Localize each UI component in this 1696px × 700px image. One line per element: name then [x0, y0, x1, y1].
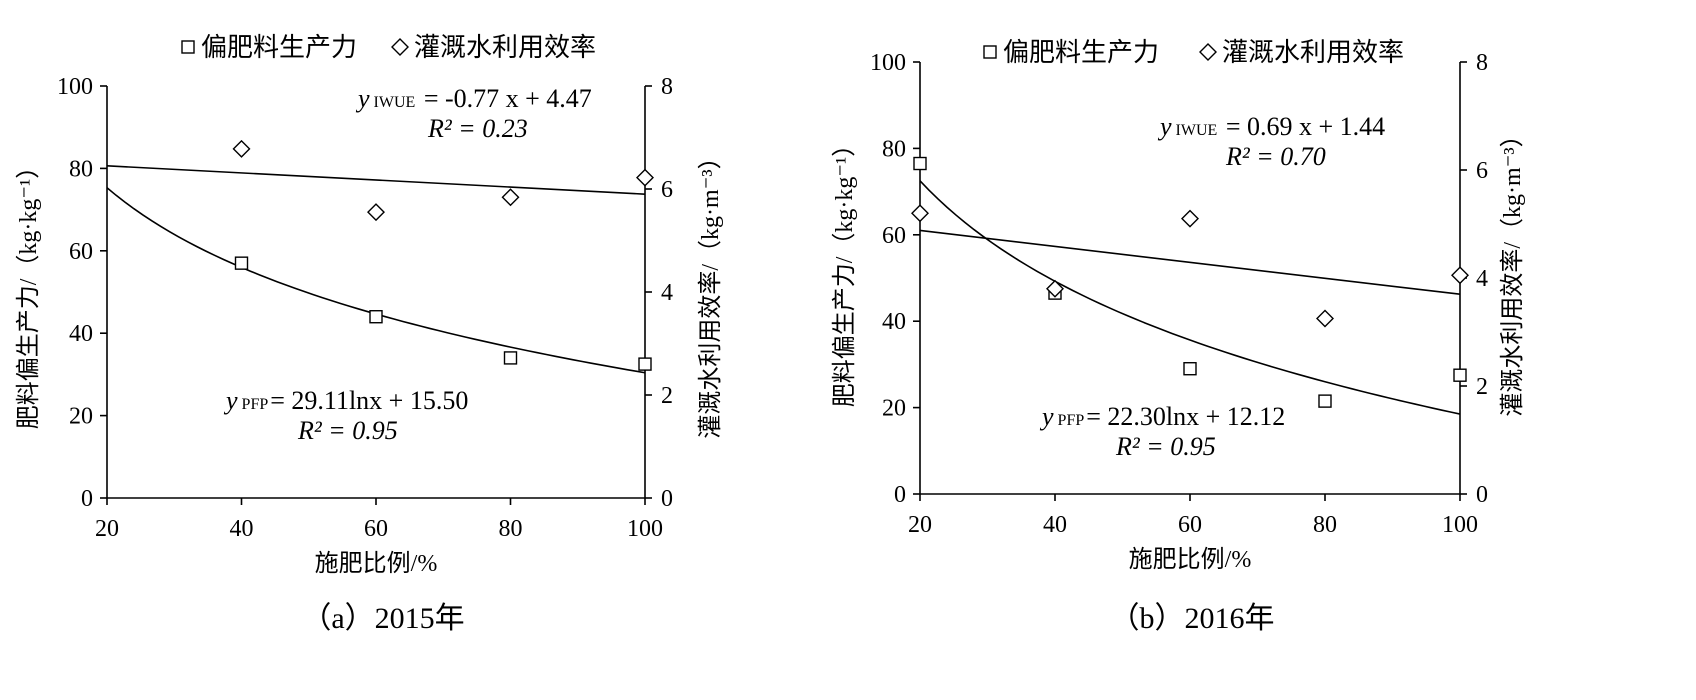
y-right-tick-label: 6: [1476, 158, 1488, 184]
x-tick-label: 40: [1043, 512, 1067, 538]
y-axis-left-title: 肥料偏生产力/（kg·kg⁻¹）: [831, 133, 858, 408]
iwue-trendline: [106, 165, 646, 195]
x-tick-label: 100: [627, 516, 663, 542]
iwue-trendline: [919, 229, 1461, 295]
y-right-tick-label: 4: [1476, 266, 1488, 292]
x-axis-title: 施肥比例/%: [315, 550, 438, 577]
y-left-tick-label: 20: [882, 396, 906, 422]
legend-square-icon: [181, 40, 195, 54]
iwue-data-point: [1451, 266, 1469, 285]
iwue-r2: R² = 0.70: [1225, 142, 1326, 171]
legend-label-iwue: 灌溉水利用效率: [414, 33, 596, 62]
y-right-tick-label: 2: [1476, 374, 1488, 400]
x-tick-label: 80: [1313, 512, 1337, 538]
y-right-tick-label: 8: [661, 74, 673, 100]
iwue-data-point: [1046, 279, 1064, 298]
panel-caption: （b）2016年: [1110, 602, 1275, 635]
iwue-data-point: [367, 203, 385, 222]
y-left-tick-label: 80: [882, 136, 906, 162]
y-left-tick-label: 60: [69, 239, 93, 265]
y-axis-right-title: 灌溉水利用效率/（kg·m⁻³）: [1499, 123, 1526, 416]
y-left-tick-label: 100: [870, 50, 906, 76]
iwue-r2: R² = 0.23: [427, 114, 528, 143]
y-left-tick-label: 60: [882, 223, 906, 249]
y-left-tick-label: 80: [69, 156, 93, 182]
legend-diamond-icon: [1199, 43, 1217, 61]
pfp-data-point: [369, 310, 383, 324]
legend-diamond-icon: [391, 38, 409, 56]
x-tick-label: 20: [95, 516, 119, 542]
pfp-data-point: [234, 256, 249, 270]
y-left-tick-label: 0: [894, 482, 906, 508]
pfp-equation: y PFP= 29.11lnx + 15.50: [223, 386, 468, 415]
legend-label-pfp: 偏肥料生产力: [201, 33, 357, 62]
legend-square-icon: [983, 45, 997, 59]
iwue-data-point: [1181, 209, 1199, 228]
y-right-tick-label: 4: [661, 280, 673, 306]
iwue-equation: y IWUE = 0.69 x + 1.44: [1157, 112, 1385, 141]
pfp-trendline: [919, 180, 1461, 415]
y-left-tick-label: 20: [69, 404, 93, 430]
y-right-tick-label: 0: [661, 486, 673, 512]
iwue-data-point: [911, 204, 929, 223]
x-tick-label: 20: [908, 512, 932, 538]
x-axis-title: 施肥比例/%: [1129, 546, 1252, 573]
y-right-tick-label: 2: [661, 383, 673, 409]
iwue-equation: y IWUE = -0.77 x + 4.47: [355, 84, 592, 113]
pfp-data-point: [638, 357, 652, 371]
pfp-data-point: [503, 351, 518, 365]
y-left-tick-label: 100: [57, 74, 93, 100]
pfp-r2: R² = 0.95: [1115, 432, 1216, 461]
pfp-data-point: [1183, 362, 1197, 376]
pfp-r2: R² = 0.95: [297, 416, 398, 445]
y-right-tick-label: 8: [1476, 50, 1488, 76]
x-tick-label: 60: [364, 516, 388, 542]
iwue-data-point: [232, 139, 251, 158]
y-left-tick-label: 40: [69, 321, 93, 347]
pfp-data-point: [1318, 394, 1332, 408]
x-tick-label: 40: [230, 516, 254, 542]
iwue-data-point: [1316, 309, 1334, 328]
iwue-data-point: [636, 168, 654, 187]
pfp-data-point: [1453, 368, 1467, 382]
x-tick-label: 60: [1178, 512, 1202, 538]
y-left-tick-label: 0: [81, 486, 93, 512]
pfp-data-point: [913, 156, 927, 171]
y-axis-left-title: 肥料偏生产力/（kg·kg⁻¹）: [15, 155, 42, 430]
x-tick-label: 80: [499, 516, 523, 542]
y-right-tick-label: 0: [1476, 482, 1488, 508]
y-axis-right-title: 灌溉水利用效率/（kg·m⁻³）: [697, 145, 724, 438]
legend-label-iwue: 灌溉水利用效率: [1222, 38, 1404, 67]
iwue-data-point: [501, 188, 520, 207]
y-left-tick-label: 40: [882, 309, 906, 335]
pfp-equation: y PFP= 22.30lnx + 12.12: [1039, 402, 1285, 431]
panel-caption: （a）2015年: [301, 602, 464, 635]
y-right-tick-label: 6: [661, 177, 673, 203]
x-tick-label: 100: [1442, 512, 1478, 538]
legend-label-pfp: 偏肥料生产力: [1003, 38, 1159, 67]
